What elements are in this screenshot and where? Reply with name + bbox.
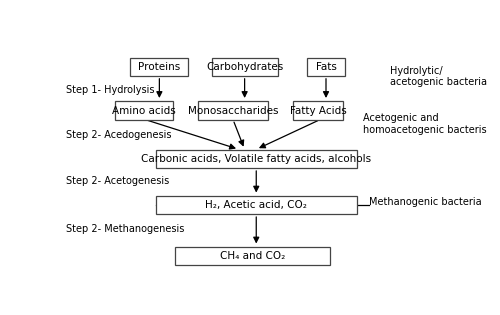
Text: Step 2- Methanogenesis: Step 2- Methanogenesis — [66, 224, 185, 234]
Text: Hydrolytic/
acetogenic bacteria: Hydrolytic/ acetogenic bacteria — [390, 66, 487, 87]
FancyBboxPatch shape — [198, 101, 268, 120]
Text: H₂, Acetic acid, CO₂: H₂, Acetic acid, CO₂ — [206, 200, 307, 210]
FancyBboxPatch shape — [212, 58, 278, 76]
FancyBboxPatch shape — [115, 101, 173, 120]
Text: Methanogenic bacteria: Methanogenic bacteria — [368, 197, 481, 207]
FancyBboxPatch shape — [306, 58, 346, 76]
Text: Monosaccharides: Monosaccharides — [188, 106, 278, 116]
FancyBboxPatch shape — [293, 101, 344, 120]
Text: CH₄ and CO₂: CH₄ and CO₂ — [220, 251, 285, 261]
Text: Step 2- Acetogenesis: Step 2- Acetogenesis — [66, 176, 170, 186]
Text: Acetogenic and
homoacetogenic bacteris: Acetogenic and homoacetogenic bacteris — [363, 113, 486, 135]
FancyBboxPatch shape — [156, 150, 357, 168]
Text: Carbonic acids, Volatile fatty acids, alcohols: Carbonic acids, Volatile fatty acids, al… — [141, 154, 372, 164]
Text: Amino acids: Amino acids — [112, 106, 176, 116]
Text: Proteins: Proteins — [138, 62, 180, 72]
FancyBboxPatch shape — [175, 247, 330, 265]
FancyBboxPatch shape — [130, 58, 188, 76]
Text: Fats: Fats — [316, 62, 336, 72]
Text: Carbohydrates: Carbohydrates — [206, 62, 283, 72]
Text: Fatty Acids: Fatty Acids — [290, 106, 346, 116]
Text: Step 2- Acedogenesis: Step 2- Acedogenesis — [66, 130, 172, 140]
Text: Step 1- Hydrolysis: Step 1- Hydrolysis — [66, 85, 155, 95]
FancyBboxPatch shape — [156, 196, 357, 214]
